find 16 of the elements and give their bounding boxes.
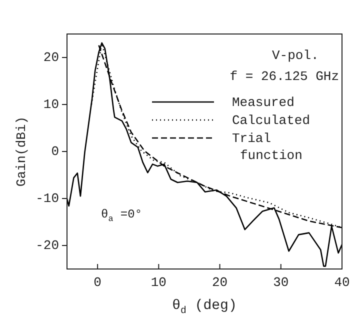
x-tick-label: 40 [334, 275, 350, 290]
annotation: V-pol. [272, 48, 319, 63]
y-tick-label: -20 [36, 238, 59, 253]
y-tick-label: 0 [51, 144, 59, 159]
legend-label: Measured [232, 95, 294, 110]
x-tick-label: 0 [94, 275, 102, 290]
y-tick-label: 20 [43, 50, 59, 65]
y-tick-label: -10 [36, 190, 59, 206]
y-tick-label: 10 [43, 96, 59, 112]
legend-label: Calculated [232, 113, 310, 128]
x-tick-label: 10 [150, 275, 166, 290]
annotation: f = 26.125 GHz [230, 69, 339, 84]
legend-label: Trial function [232, 131, 302, 163]
y-axis-title: Gain(dBi) [14, 116, 29, 187]
x-tick-label: 20 [212, 275, 228, 290]
x-tick-label: 30 [273, 275, 289, 290]
